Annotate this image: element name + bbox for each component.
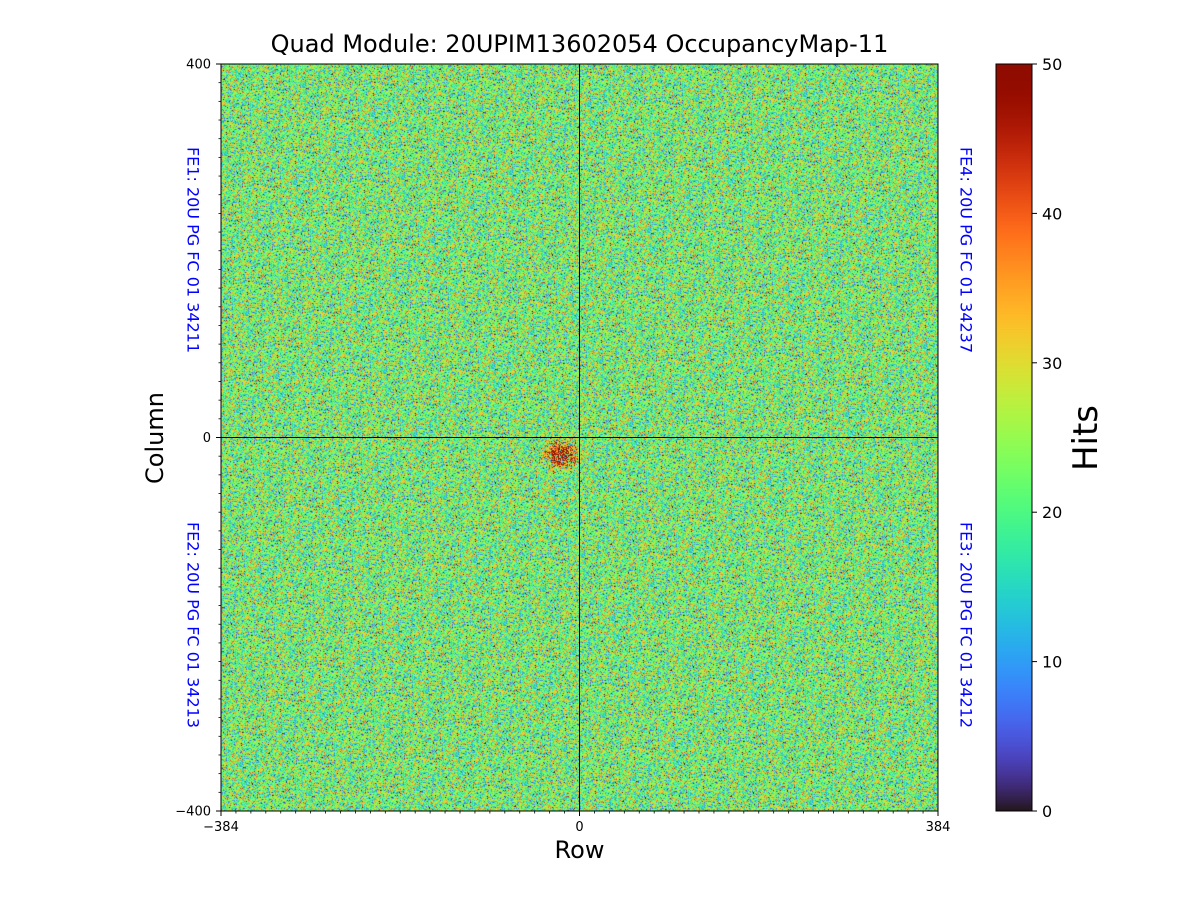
fe4-label: FE4: 20U PG FC 01 34237 bbox=[956, 146, 976, 354]
colorbar-tick-label: 40 bbox=[1042, 204, 1062, 223]
colorbar-tick-label: 30 bbox=[1042, 354, 1062, 373]
x-tick-label: −384 bbox=[203, 820, 239, 835]
y-tick-label: 0 bbox=[203, 431, 211, 446]
y-axis-label: Column bbox=[141, 392, 169, 484]
fe3-label: FE3: 20U PG FC 01 34212 bbox=[956, 521, 976, 729]
y-tick-label: −400 bbox=[175, 805, 211, 820]
colorbar-frame bbox=[995, 63, 1033, 812]
colorbar-tick-label: 10 bbox=[1042, 653, 1062, 672]
x-tick-label: 0 bbox=[575, 820, 583, 835]
colorbar bbox=[996, 64, 1032, 811]
colorbar-tick-label: 0 bbox=[1042, 802, 1052, 821]
fe2-label: FE2: 20U PG FC 01 34213 bbox=[183, 521, 203, 729]
colorbar-label: Hits bbox=[1066, 404, 1106, 472]
x-tick-label: 384 bbox=[926, 820, 951, 835]
y-tick-label: 400 bbox=[186, 58, 211, 73]
colorbar-tick-label: 50 bbox=[1042, 55, 1062, 74]
fe1-label: FE1: 20U PG FC 01 34211 bbox=[183, 146, 203, 354]
x-axis-label: Row bbox=[554, 836, 605, 864]
chart-title: Quad Module: 20UPIM13602054 OccupancyMap… bbox=[270, 30, 889, 58]
colorbar-tick-label: 20 bbox=[1042, 503, 1062, 522]
